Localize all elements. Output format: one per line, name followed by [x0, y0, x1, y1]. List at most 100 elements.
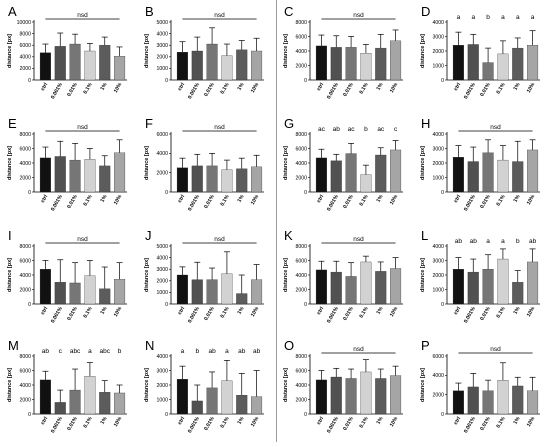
panel-letter: I — [8, 228, 12, 243]
x-tick-label: 0.01% — [342, 306, 355, 322]
significance-letter: b — [118, 348, 122, 355]
y-tick-label: 0 — [165, 190, 168, 196]
y-tick-label: 6000 — [19, 368, 31, 374]
bar-ctrl — [176, 379, 188, 415]
x-tick-label: 1% — [513, 82, 522, 92]
bar-001 — [345, 47, 357, 81]
bar-0001 — [330, 376, 342, 415]
bar-001 — [206, 387, 218, 415]
x-tick-label: 0.001% — [187, 416, 201, 435]
bar-0001 — [467, 44, 479, 81]
significance-letter: c — [59, 348, 63, 355]
x-tick-label: 10% — [113, 306, 124, 318]
bar-10 — [114, 56, 126, 81]
panel-letter: J — [145, 228, 152, 243]
y-axis-label: distance [px] — [283, 146, 289, 180]
x-tick-label: 0.1% — [220, 194, 231, 208]
y-tick-label: 8000 — [19, 244, 31, 250]
x-tick-label: 0.001% — [326, 416, 340, 435]
significance-letter: ac — [318, 126, 326, 133]
significance-letter: abc — [100, 348, 111, 355]
bar-001 — [206, 43, 218, 81]
x-tick-label: 0.01% — [479, 306, 492, 322]
y-tick-label: 4000 — [295, 49, 307, 55]
x-tick-label: 0.1% — [220, 306, 231, 320]
y-tick-label: 6000 — [156, 132, 168, 138]
bar-01 — [360, 261, 372, 305]
y-tick-label: 2000 — [295, 397, 307, 403]
y-tick-label: 4000 — [432, 244, 444, 250]
x-tick-label: 10% — [250, 306, 261, 318]
x-tick-label: 10% — [113, 194, 124, 206]
y-axis-label: distance [px] — [283, 34, 289, 68]
bar-1 — [375, 154, 387, 193]
bar-01 — [497, 53, 509, 81]
y-axis-label: distance [px] — [420, 146, 426, 180]
bar-10 — [527, 261, 539, 305]
x-tick-label: ctrl — [40, 82, 50, 92]
bar-1 — [512, 282, 524, 305]
y-tick-label: 2000 — [432, 161, 444, 167]
column-divider — [276, 0, 277, 442]
y-tick-label: 0 — [304, 302, 307, 308]
bar-ctrl — [39, 379, 51, 415]
bar-0001 — [467, 271, 479, 305]
x-tick-label: 0.01% — [342, 194, 355, 210]
y-tick-label: 8000 — [19, 31, 31, 37]
x-tick-label: 10% — [113, 416, 124, 428]
x-tick-label: 10% — [389, 194, 400, 206]
bar-01 — [221, 380, 233, 415]
bar-1 — [512, 385, 524, 415]
y-tick-label: 3000 — [156, 267, 168, 273]
significance-letter: ab — [238, 348, 246, 355]
bar-10 — [527, 149, 539, 193]
significance-letter: a — [531, 14, 535, 21]
x-tick-label: 10% — [250, 194, 261, 206]
y-tick-label: 4000 — [156, 354, 168, 360]
x-tick-label: 1% — [237, 194, 246, 204]
x-tick-label: 10% — [113, 82, 124, 94]
panel-letter: H — [421, 116, 430, 131]
bar-ctrl — [176, 52, 188, 81]
y-tick-label: 4000 — [19, 161, 31, 167]
y-tick-label: 6000 — [19, 258, 31, 264]
y-tick-label: 0 — [304, 190, 307, 196]
y-tick-label: 2000 — [295, 63, 307, 69]
x-tick-label: 0.01% — [66, 82, 79, 98]
y-tick-label: 6000 — [432, 354, 444, 360]
bar-ctrl — [315, 379, 327, 415]
y-tick-label: 6000 — [19, 146, 31, 152]
y-tick-label: 0 — [28, 412, 31, 418]
bar-01 — [497, 159, 509, 193]
significance-letter: ac — [377, 126, 385, 133]
y-tick-label: 2000 — [19, 66, 31, 72]
significance-letter: ab — [470, 238, 478, 245]
bar-10 — [390, 268, 402, 305]
panel-letter: N — [145, 338, 154, 353]
significance-letter: ac — [348, 126, 356, 133]
significance-letter: b — [486, 14, 490, 21]
significance-letter: ab — [455, 238, 463, 245]
y-tick-label: 6000 — [295, 258, 307, 264]
y-tick-label: 2000 — [295, 287, 307, 293]
significance-letter: c — [394, 126, 398, 133]
bar-01 — [84, 376, 96, 415]
x-tick-label: 0.001% — [50, 194, 64, 213]
bar-01 — [360, 371, 372, 415]
bar-ctrl — [452, 45, 464, 81]
bar-001 — [482, 62, 494, 81]
x-tick-label: 1% — [100, 306, 109, 316]
panel-letter: G — [284, 116, 294, 131]
x-tick-label: 0.001% — [187, 82, 201, 101]
y-tick-label: 2000 — [19, 175, 31, 181]
bar-0001 — [54, 282, 66, 305]
x-tick-label: ctrl — [40, 194, 50, 204]
x-tick-label: 1% — [237, 416, 246, 426]
y-axis-label: distance [px] — [144, 258, 150, 292]
panel-letter: E — [8, 116, 17, 131]
x-tick-label: 1% — [237, 306, 246, 316]
bar-001 — [69, 159, 81, 193]
